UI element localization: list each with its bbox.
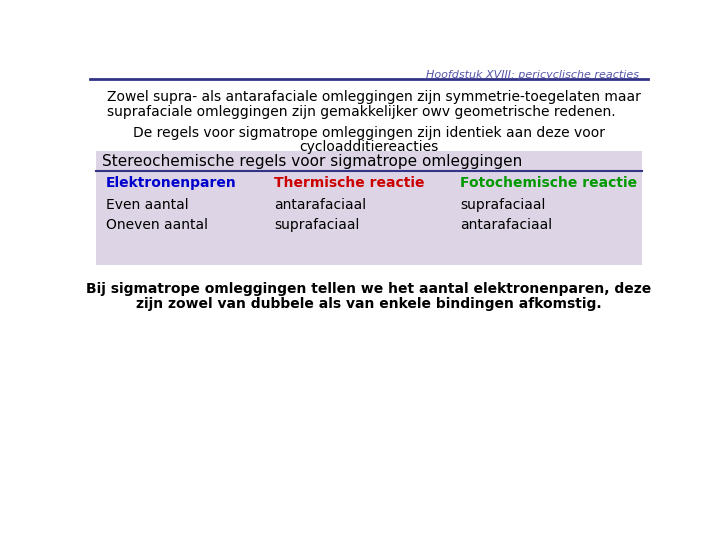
Text: Elektronenparen: Elektronenparen	[106, 177, 236, 191]
Text: Thermische reactie: Thermische reactie	[274, 177, 425, 191]
Text: suprafaciaal: suprafaciaal	[274, 218, 360, 232]
Text: Stereochemische regels voor sigmatrope omleggingen: Stereochemische regels voor sigmatrope o…	[102, 154, 523, 169]
Text: antarafaciaal: antarafaciaal	[274, 198, 366, 212]
Text: antarafaciaal: antarafaciaal	[461, 218, 552, 232]
Text: cycloadditiereacties: cycloadditiereacties	[300, 140, 438, 154]
Text: Bij sigmatrope omleggingen tellen we het aantal elektronenparen, deze: Bij sigmatrope omleggingen tellen we het…	[86, 282, 652, 296]
Text: zijn zowel van dubbele als van enkele bindingen afkomstig.: zijn zowel van dubbele als van enkele bi…	[136, 296, 602, 310]
Text: Even aantal: Even aantal	[106, 198, 188, 212]
Text: De regels voor sigmatrope omleggingen zijn identiek aan deze voor: De regels voor sigmatrope omleggingen zi…	[133, 126, 605, 140]
Text: Hoofdstuk XVIII: pericyclische reacties: Hoofdstuk XVIII: pericyclische reacties	[426, 70, 639, 80]
Text: Oneven aantal: Oneven aantal	[106, 218, 207, 232]
Text: suprafaciaal: suprafaciaal	[461, 198, 546, 212]
Text: suprafaciale omleggingen zijn gemakkelijker owv geometrische redenen.: suprafaciale omleggingen zijn gemakkelij…	[107, 105, 616, 119]
Text: Zowel supra- als antarafaciale omleggingen zijn symmetrie-toegelaten maar: Zowel supra- als antarafaciale omlegging…	[107, 90, 641, 104]
Bar	[96, 151, 642, 265]
Text: Fotochemische reactie: Fotochemische reactie	[461, 177, 638, 191]
